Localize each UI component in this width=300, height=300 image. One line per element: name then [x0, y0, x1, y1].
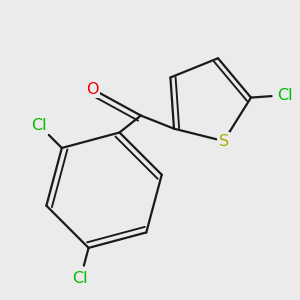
Text: S: S: [219, 134, 229, 148]
Text: Cl: Cl: [31, 118, 47, 133]
Text: Cl: Cl: [278, 88, 293, 103]
Text: Cl: Cl: [73, 272, 88, 286]
Text: O: O: [86, 82, 99, 97]
